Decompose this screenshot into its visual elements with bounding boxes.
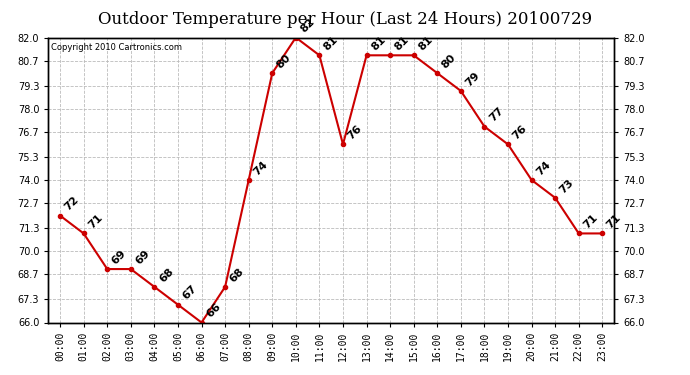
Text: 71: 71	[582, 213, 600, 231]
Text: 81: 81	[369, 34, 387, 53]
Text: Outdoor Temperature per Hour (Last 24 Hours) 20100729: Outdoor Temperature per Hour (Last 24 Ho…	[98, 11, 592, 28]
Text: 69: 69	[134, 248, 152, 266]
Text: 71: 71	[86, 213, 104, 231]
Text: 67: 67	[181, 284, 199, 302]
Text: 77: 77	[487, 106, 505, 124]
Text: 81: 81	[417, 34, 435, 53]
Text: 71: 71	[605, 213, 623, 231]
Text: 68: 68	[157, 266, 175, 284]
Text: 81: 81	[322, 34, 340, 53]
Text: 74: 74	[251, 159, 270, 177]
Text: 76: 76	[346, 123, 364, 142]
Text: Copyright 2010 Cartronics.com: Copyright 2010 Cartronics.com	[51, 43, 182, 52]
Text: 76: 76	[511, 123, 529, 142]
Text: 72: 72	[63, 195, 81, 213]
Text: 80: 80	[440, 53, 458, 70]
Text: 80: 80	[275, 53, 293, 70]
Text: 81: 81	[393, 34, 411, 53]
Text: 69: 69	[110, 248, 128, 266]
Text: 82: 82	[299, 17, 317, 35]
Text: 73: 73	[558, 177, 576, 195]
Text: 68: 68	[228, 266, 246, 284]
Text: 66: 66	[204, 302, 222, 320]
Text: 74: 74	[534, 159, 553, 177]
Text: 79: 79	[464, 70, 482, 88]
